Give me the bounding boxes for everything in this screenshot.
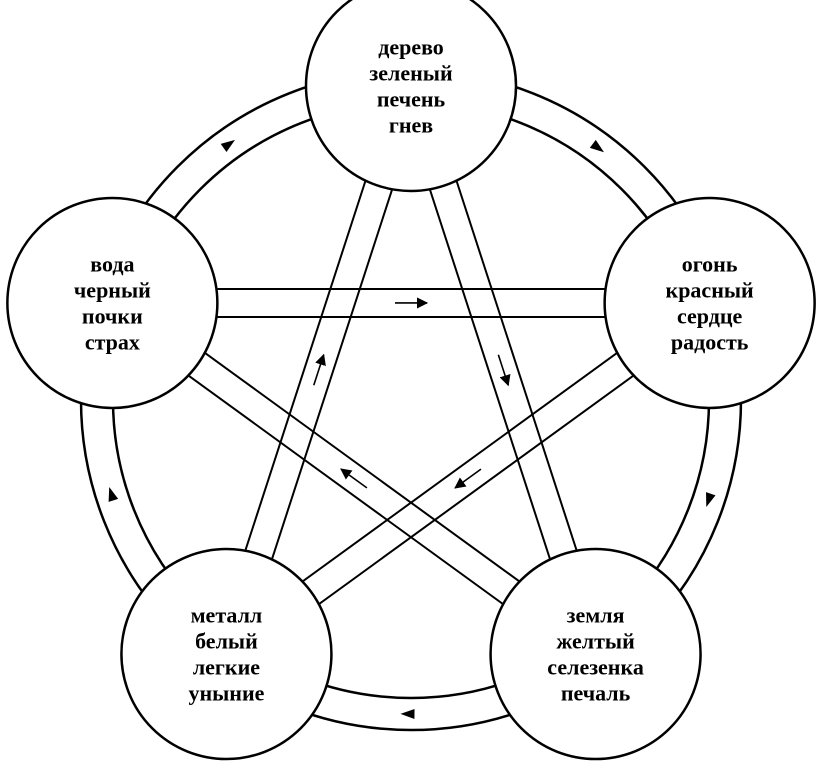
node-label: зеленый (369, 61, 453, 86)
node-label: легкие (193, 655, 260, 680)
node-label: печаль (561, 681, 631, 706)
node-label: страх (85, 330, 140, 355)
node-label: белый (195, 629, 258, 654)
node-label: радость (671, 330, 749, 355)
node-fire: огонькрасныйсердцерадость (605, 198, 815, 408)
node-label: желтый (556, 629, 635, 654)
node-metal: металлбелыйлегкиеуныние (121, 549, 331, 759)
node-label: сердце (677, 304, 743, 329)
node-label: печень (377, 87, 446, 112)
node-label: вода (90, 252, 134, 277)
node-label: земля (567, 603, 625, 628)
node-label: уныние (188, 681, 264, 706)
node-earth: земляжелтыйселезенкапечаль (491, 549, 701, 759)
node-label: металл (191, 603, 263, 628)
node-water: водачерныйпочкистрах (7, 198, 217, 408)
node-label: красный (666, 278, 755, 303)
node-label: огонь (682, 252, 738, 277)
node-label: селезенка (547, 655, 644, 680)
five-elements-diagram: деревозеленыйпеченьгнев огонькрасныйсердц… (0, 0, 822, 784)
nodes: деревозеленыйпеченьгнев огонькрасныйсердц… (7, 0, 814, 759)
node-label: черный (74, 278, 151, 303)
node-wood: деревозеленыйпеченьгнев (306, 0, 516, 191)
node-label: дерево (378, 35, 444, 60)
node-label: гнев (389, 113, 433, 138)
node-label: почки (82, 304, 143, 329)
